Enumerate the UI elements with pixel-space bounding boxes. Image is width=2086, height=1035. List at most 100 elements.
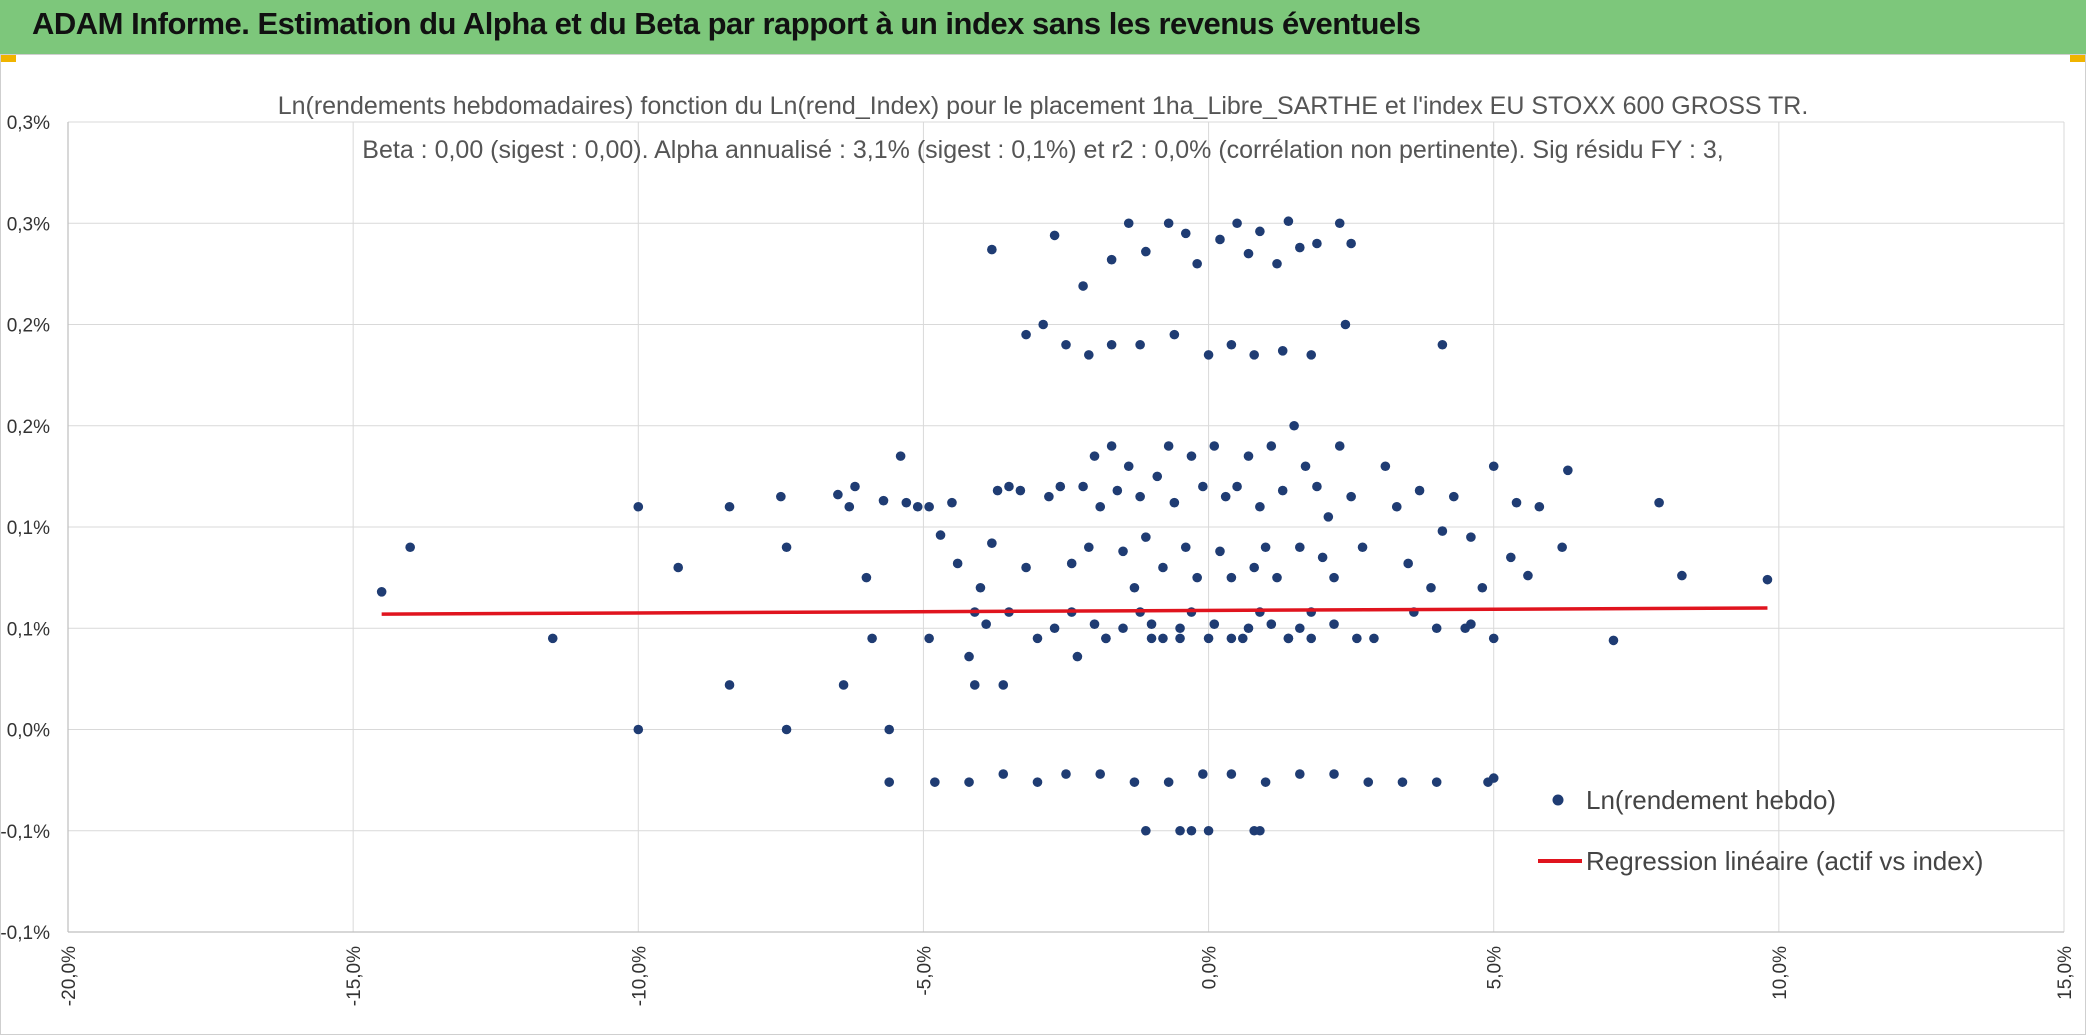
y-tick-label-3: 0,1%: [7, 619, 50, 640]
data-point: [1129, 777, 1140, 787]
data-point: [1243, 451, 1254, 461]
data-point: [1055, 481, 1066, 492]
data-point: [844, 501, 855, 512]
data-point: [1163, 441, 1174, 451]
data-point: [1346, 238, 1356, 249]
legend-label-regression: Regression linéaire (actif vs index): [1586, 846, 1983, 876]
y-tick-label-8: 0,3%: [7, 113, 50, 134]
data-point: [1243, 248, 1254, 259]
data-point: [1563, 465, 1573, 476]
data-point: [776, 491, 786, 502]
data-point: [1255, 226, 1265, 237]
data-point: [1078, 281, 1088, 291]
data-point: [998, 680, 1009, 690]
data-point: [1346, 491, 1356, 502]
data-point: [1289, 420, 1299, 431]
data-point: [1146, 633, 1157, 644]
data-point: [1158, 633, 1168, 644]
chart-title-line-2: Beta : 0,00 (sigest : 0,00). Alpha annua…: [362, 136, 1723, 164]
data-point: [1448, 491, 1459, 502]
data-point: [964, 777, 974, 787]
data-point: [1226, 339, 1237, 350]
data-point: [547, 633, 558, 644]
data-point: [1283, 216, 1294, 227]
data-point: [1414, 485, 1425, 496]
data-point: [987, 244, 997, 255]
data-point: [1466, 532, 1476, 542]
x-tick-label-5: 5,0%: [1485, 946, 1506, 989]
data-point: [1295, 769, 1305, 779]
data-point: [1118, 623, 1128, 634]
data-point: [1061, 339, 1071, 350]
data-point: [1295, 242, 1305, 253]
data-point: [1118, 546, 1128, 557]
data-point: [1106, 441, 1117, 451]
data-point: [1511, 497, 1522, 508]
data-point: [1306, 633, 1317, 644]
x-tick-label-1: -15,0%: [344, 946, 365, 1006]
data-point: [1266, 619, 1277, 629]
data-point: [952, 558, 963, 569]
data-point: [1106, 254, 1117, 265]
data-point: [1095, 501, 1106, 512]
data-point: [1163, 777, 1174, 787]
data-point: [947, 497, 957, 508]
data-point: [724, 501, 735, 512]
data-point: [895, 451, 906, 461]
data-point: [1762, 574, 1773, 585]
data-point: [1437, 526, 1448, 536]
data-point: [1300, 461, 1311, 472]
data-point: [1141, 532, 1151, 542]
data-point: [376, 587, 387, 597]
data-point: [1095, 769, 1106, 779]
data-point: [1123, 461, 1134, 472]
data-point: [1215, 546, 1225, 557]
data-point: [930, 777, 940, 787]
data-point: [1186, 825, 1197, 836]
data-point: [1266, 441, 1277, 451]
data-point: [633, 724, 644, 735]
y-tick-label-4: 0,1%: [7, 518, 50, 539]
data-point: [1488, 633, 1499, 644]
data-point: [1334, 218, 1345, 229]
data-point: [1352, 633, 1362, 644]
data-point: [1101, 633, 1111, 644]
data-point: [1295, 623, 1305, 634]
data-point: [633, 501, 644, 512]
page-title: ADAM Informe. Estimation du Alpha et du …: [32, 6, 1421, 41]
data-point: [1260, 542, 1271, 553]
data-point: [1169, 329, 1180, 340]
data-point: [1477, 582, 1488, 593]
y-tick-label-7: 0,3%: [7, 214, 50, 235]
data-point: [1044, 491, 1054, 502]
data-point: [998, 769, 1009, 779]
y-tick-label-1: -0,1%: [0, 822, 50, 843]
regression-line: [381, 606, 1768, 616]
data-point: [1141, 825, 1151, 836]
data-point: [901, 497, 912, 508]
data-point: [1255, 501, 1265, 512]
data-point: [1084, 542, 1094, 553]
data-point: [1255, 825, 1265, 836]
data-point: [1557, 542, 1567, 553]
data-point: [912, 501, 923, 512]
data-point: [833, 489, 843, 500]
data-point: [884, 777, 895, 787]
data-point: [1192, 258, 1202, 269]
header-bar: ADAM Informe. Estimation du Alpha et du …: [0, 0, 2086, 54]
data-point: [1066, 558, 1077, 569]
data-point: [1220, 491, 1231, 502]
data-point: [1403, 558, 1413, 569]
data-point: [1654, 497, 1664, 508]
data-point: [1106, 339, 1117, 350]
data-point: [987, 538, 997, 548]
data-point: [1357, 542, 1368, 553]
data-point: [1466, 619, 1476, 629]
x-tick-label-4: 0,0%: [1200, 946, 1221, 989]
data-point: [1312, 481, 1322, 492]
data-point: [1226, 572, 1237, 583]
data-point: [1192, 572, 1202, 583]
data-point: [1209, 441, 1220, 451]
data-point: [1141, 246, 1151, 257]
